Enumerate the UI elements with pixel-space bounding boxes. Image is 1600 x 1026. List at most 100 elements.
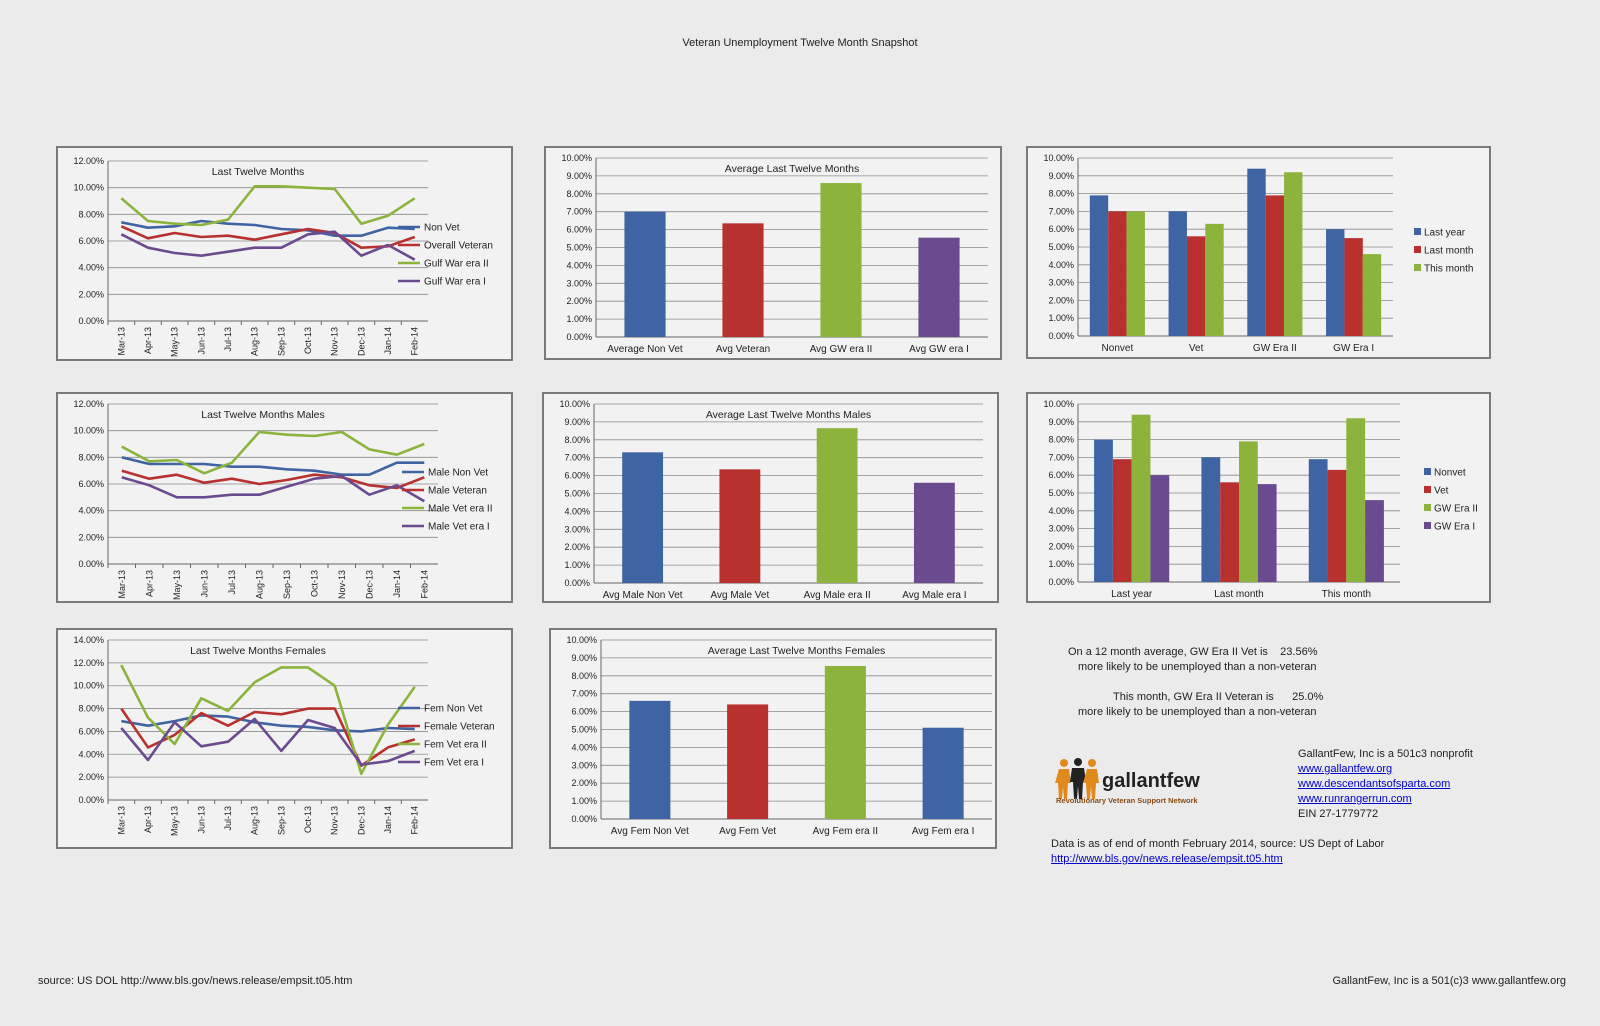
bar-this-month-nonvet bbox=[1308, 459, 1328, 582]
note-line2a: This month, GW Era II Veteran is bbox=[1113, 691, 1274, 703]
y-tick-label: 5.00% bbox=[564, 489, 590, 499]
legend-label: This month bbox=[1424, 264, 1473, 275]
x-category-label: This month bbox=[1322, 589, 1371, 600]
y-tick-label: 10.00% bbox=[566, 635, 597, 645]
chart-comparison-by-period: 0.00% 1.00% 2.00% 3.00% 4.00% 5.00% 6.00% 7.00%… bbox=[1026, 392, 1491, 603]
bar-avg-male-era-i bbox=[913, 482, 955, 583]
bar-gw-era-i-last-month bbox=[1344, 238, 1363, 336]
y-tick-label: 0.00% bbox=[78, 795, 104, 805]
bar-vet-last-year bbox=[1168, 211, 1187, 336]
legend-swatch-gw-era-i bbox=[1424, 522, 1431, 529]
y-tick-label: 10.00% bbox=[1043, 399, 1074, 409]
y-tick-label: 3.00% bbox=[1048, 278, 1074, 288]
y-tick-label: 0.00% bbox=[571, 814, 597, 824]
x-tick-label: Apr-13 bbox=[144, 570, 154, 597]
x-category-label: Avg Male Vet bbox=[711, 590, 770, 601]
y-tick-label: 14.00% bbox=[73, 635, 104, 645]
bls-link[interactable]: http://www.bls.gov/news.release/empsit.t… bbox=[1051, 853, 1283, 865]
y-tick-label: 12.00% bbox=[73, 399, 104, 409]
footer-org: GallantFew, Inc is a 501(c)3 www.gallant… bbox=[1332, 975, 1566, 987]
x-category-label: Nonvet bbox=[1102, 343, 1134, 354]
y-tick-label: 10.00% bbox=[1043, 153, 1074, 163]
y-tick-label: 5.00% bbox=[1048, 242, 1074, 252]
legend-label: Vet bbox=[1434, 486, 1449, 497]
y-tick-label: 2.00% bbox=[571, 778, 597, 788]
x-tick-label: May-13 bbox=[170, 327, 180, 357]
legend-label: Fem Vet era I bbox=[424, 758, 484, 769]
bar-nonvet-last-year bbox=[1089, 195, 1109, 336]
x-tick-label: Mar-13 bbox=[117, 570, 127, 599]
y-tick-label: 3.00% bbox=[566, 278, 592, 288]
bar-avg-gw-era-ii bbox=[820, 183, 862, 337]
bar-last-year-gw-era-i bbox=[1150, 475, 1170, 582]
series-line-overall-veteran bbox=[120, 225, 416, 249]
x-tick-label: Aug-13 bbox=[250, 327, 260, 356]
chart-comparison-by-group: 0.00% 1.00% 2.00% 3.00% 4.00% 5.00% 6.00% 7.00%… bbox=[1026, 146, 1491, 359]
y-tick-label: 7.00% bbox=[571, 689, 597, 699]
y-tick-label: 0.00% bbox=[1048, 331, 1074, 341]
y-tick-label: 2.00% bbox=[566, 296, 592, 306]
logo-wordmark: gallantfew bbox=[1102, 770, 1200, 792]
legend-label: Overall Veteran bbox=[424, 241, 493, 252]
chart-average-last-twelve-months-females: 0.00% 1.00% 2.00% 3.00% 4.00% 5.00% 6.00% 7.00%… bbox=[549, 628, 997, 849]
series-line-male-non-vet bbox=[121, 456, 425, 476]
y-tick-label: 7.00% bbox=[566, 207, 592, 217]
y-tick-label: 10.00% bbox=[561, 153, 592, 163]
x-category-label: Avg Veteran bbox=[716, 344, 770, 355]
legend-swatch-gw-era-ii bbox=[1424, 504, 1431, 511]
y-tick-label: 7.00% bbox=[1048, 206, 1074, 216]
y-tick-label: 1.00% bbox=[1048, 313, 1074, 323]
legend-label: Male Non Vet bbox=[428, 468, 488, 479]
x-tick-label: Nov-13 bbox=[337, 570, 347, 599]
y-tick-label: 0.00% bbox=[564, 578, 590, 588]
x-tick-label: Nov-13 bbox=[330, 327, 340, 356]
chart-title: Average Last Twelve Months bbox=[725, 163, 859, 175]
legend-label: Male Vet era II bbox=[428, 504, 492, 515]
legend-swatch-last-year bbox=[1414, 228, 1421, 235]
y-tick-label: 8.00% bbox=[1048, 189, 1074, 199]
x-category-label: Avg GW era I bbox=[909, 344, 969, 355]
link-runrangerrun[interactable]: www.runrangerrun.com bbox=[1298, 793, 1412, 805]
legend-label: Non Vet bbox=[424, 223, 460, 234]
x-tick-label: Oct-13 bbox=[303, 327, 313, 354]
y-tick-label: 0.00% bbox=[1048, 577, 1074, 587]
x-tick-label: Aug-13 bbox=[250, 806, 260, 835]
y-tick-label: 0.00% bbox=[78, 559, 104, 569]
bar-avg-male-vet bbox=[719, 469, 761, 583]
data-source-note: Data is as of end of month February 2014… bbox=[1051, 837, 1384, 867]
link-gallantfew[interactable]: www.gallantfew.org bbox=[1298, 763, 1393, 775]
gw-era-ii-month-note: This month, GW Era II Veteran is 25.0% m… bbox=[1078, 690, 1323, 720]
link-descendantsofsparta[interactable]: www.descendantsofsparta.com bbox=[1298, 778, 1451, 790]
bar-this-month-gw-era-ii bbox=[1346, 418, 1366, 582]
bar-last-month-gw-era-ii bbox=[1239, 441, 1258, 582]
legend-label: Last month bbox=[1424, 246, 1473, 257]
series-line-gulf-war-era-ii bbox=[120, 184, 416, 227]
x-category-label: Avg Fem Vet bbox=[719, 826, 776, 837]
x-tick-label: Nov-13 bbox=[330, 806, 340, 835]
y-tick-label: 8.00% bbox=[564, 435, 590, 445]
series-line-male-veteran bbox=[121, 469, 425, 490]
chart-last-twelve-months-males: 0.00% 2.00% 4.00% 6.00% 8.00% 10.00% 12.00% Las… bbox=[56, 392, 513, 603]
y-tick-label: 2.00% bbox=[1048, 541, 1074, 551]
y-tick-label: 9.00% bbox=[566, 171, 592, 181]
y-tick-label: 1.00% bbox=[564, 560, 590, 570]
page-title: Veteran Unemployment Twelve Month Snapsh… bbox=[682, 37, 918, 49]
legend-label: GW Era I bbox=[1434, 522, 1475, 533]
x-tick-label: Jan-14 bbox=[392, 570, 402, 598]
data-note: Data is as of end of month February 2014… bbox=[1051, 838, 1385, 850]
series-line-gulf-war-era-i bbox=[120, 230, 416, 261]
y-tick-label: 5.00% bbox=[1048, 488, 1074, 498]
x-category-label: Avg GW era II bbox=[810, 344, 873, 355]
ein: EIN 27-1779772 bbox=[1298, 808, 1379, 820]
legend-label: Male Vet era I bbox=[428, 522, 490, 533]
y-tick-label: 4.00% bbox=[78, 749, 104, 759]
x-tick-label: Jun-13 bbox=[196, 327, 206, 355]
x-category-label: Avg Fem era I bbox=[912, 826, 975, 837]
legend-label: Last year bbox=[1424, 228, 1466, 239]
y-tick-label: 10.00% bbox=[559, 399, 590, 409]
x-tick-label: Jul-13 bbox=[223, 806, 233, 831]
chart-svg: 0.00% 1.00% 2.00% 3.00% 4.00% 5.00% 6.00% 7.00%… bbox=[1043, 399, 1477, 600]
x-tick-label: Oct-13 bbox=[303, 806, 313, 833]
y-tick-label: 6.00% bbox=[1048, 224, 1074, 234]
x-tick-label: Dec-13 bbox=[356, 806, 366, 835]
